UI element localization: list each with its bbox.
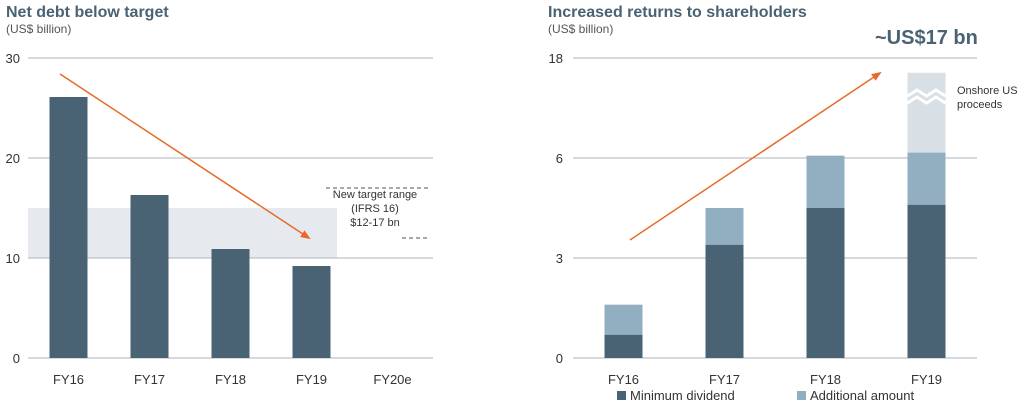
left-chart-title: Net debt below target (6, 4, 169, 21)
bar-minimum-dividend (907, 204, 946, 358)
bar-additional-amount (806, 155, 845, 208)
onshore-label: Onshore US (957, 85, 1018, 97)
y-tick-label: 3 (556, 251, 563, 266)
axis-break-mark (906, 95, 947, 105)
right-chart-headline: ~US$17 bn (875, 27, 978, 49)
y-tick-label: 10 (6, 251, 20, 266)
y-tick-label: 6 (556, 151, 563, 166)
bar (130, 195, 169, 358)
x-tick-label: FY19 (296, 372, 327, 387)
right-chart: 0 3 6 18 FY16 FY17 FY18 FY19 Onshore US proceeds M… (549, 51, 1018, 403)
bar (49, 97, 88, 358)
bar-minimum-dividend (806, 208, 845, 358)
trend-arrow (629, 71, 882, 241)
target-label: New target range (333, 189, 417, 201)
left-chart: 0 10 20 30 FY16 FY17 FY18 FY19 FY20e New target r… (6, 51, 433, 387)
bar-additional-amount (907, 152, 946, 205)
target-label: (IFRS 16) (351, 203, 399, 215)
x-tick-label: FY20e (373, 372, 411, 387)
legend-label: Minimum dividend (630, 388, 735, 403)
target-label: $12-17 bn (350, 217, 400, 229)
x-tick-label: FY18 (215, 372, 246, 387)
legend-swatch-minimum (617, 391, 626, 400)
right-chart-title: Increased returns to shareholders (548, 4, 807, 21)
x-tick-label: FY16 (608, 372, 639, 387)
bar-additional-amount (705, 208, 744, 245)
y-tick-label: 30 (6, 51, 20, 66)
bar-minimum-dividend (604, 334, 643, 358)
x-tick-label: FY17 (709, 372, 740, 387)
axis-break-mark (906, 88, 947, 98)
bar-minimum-dividend (705, 244, 744, 358)
trend-arrow (59, 73, 311, 240)
right-chart-subtitle: (US$ billion) (548, 22, 613, 36)
bar-additional-amount (604, 304, 643, 335)
y-tick-label: 20 (6, 151, 20, 166)
x-tick-label: FY16 (53, 372, 84, 387)
x-tick-label: FY17 (134, 372, 165, 387)
y-tick-label: 18 (549, 51, 563, 66)
x-tick-label: FY18 (810, 372, 841, 387)
x-tick-label: FY19 (911, 372, 942, 387)
y-tick-label: 0 (13, 351, 20, 366)
left-chart-subtitle: (US$ billion) (6, 22, 71, 36)
bar (292, 266, 331, 358)
bar (211, 249, 250, 358)
legend-label: Additional amount (810, 388, 914, 403)
legend-swatch-additional (797, 391, 806, 400)
y-tick-label: 0 (556, 351, 563, 366)
onshore-label: proceeds (957, 99, 1003, 111)
bar-onshore-proceeds (907, 72, 946, 153)
